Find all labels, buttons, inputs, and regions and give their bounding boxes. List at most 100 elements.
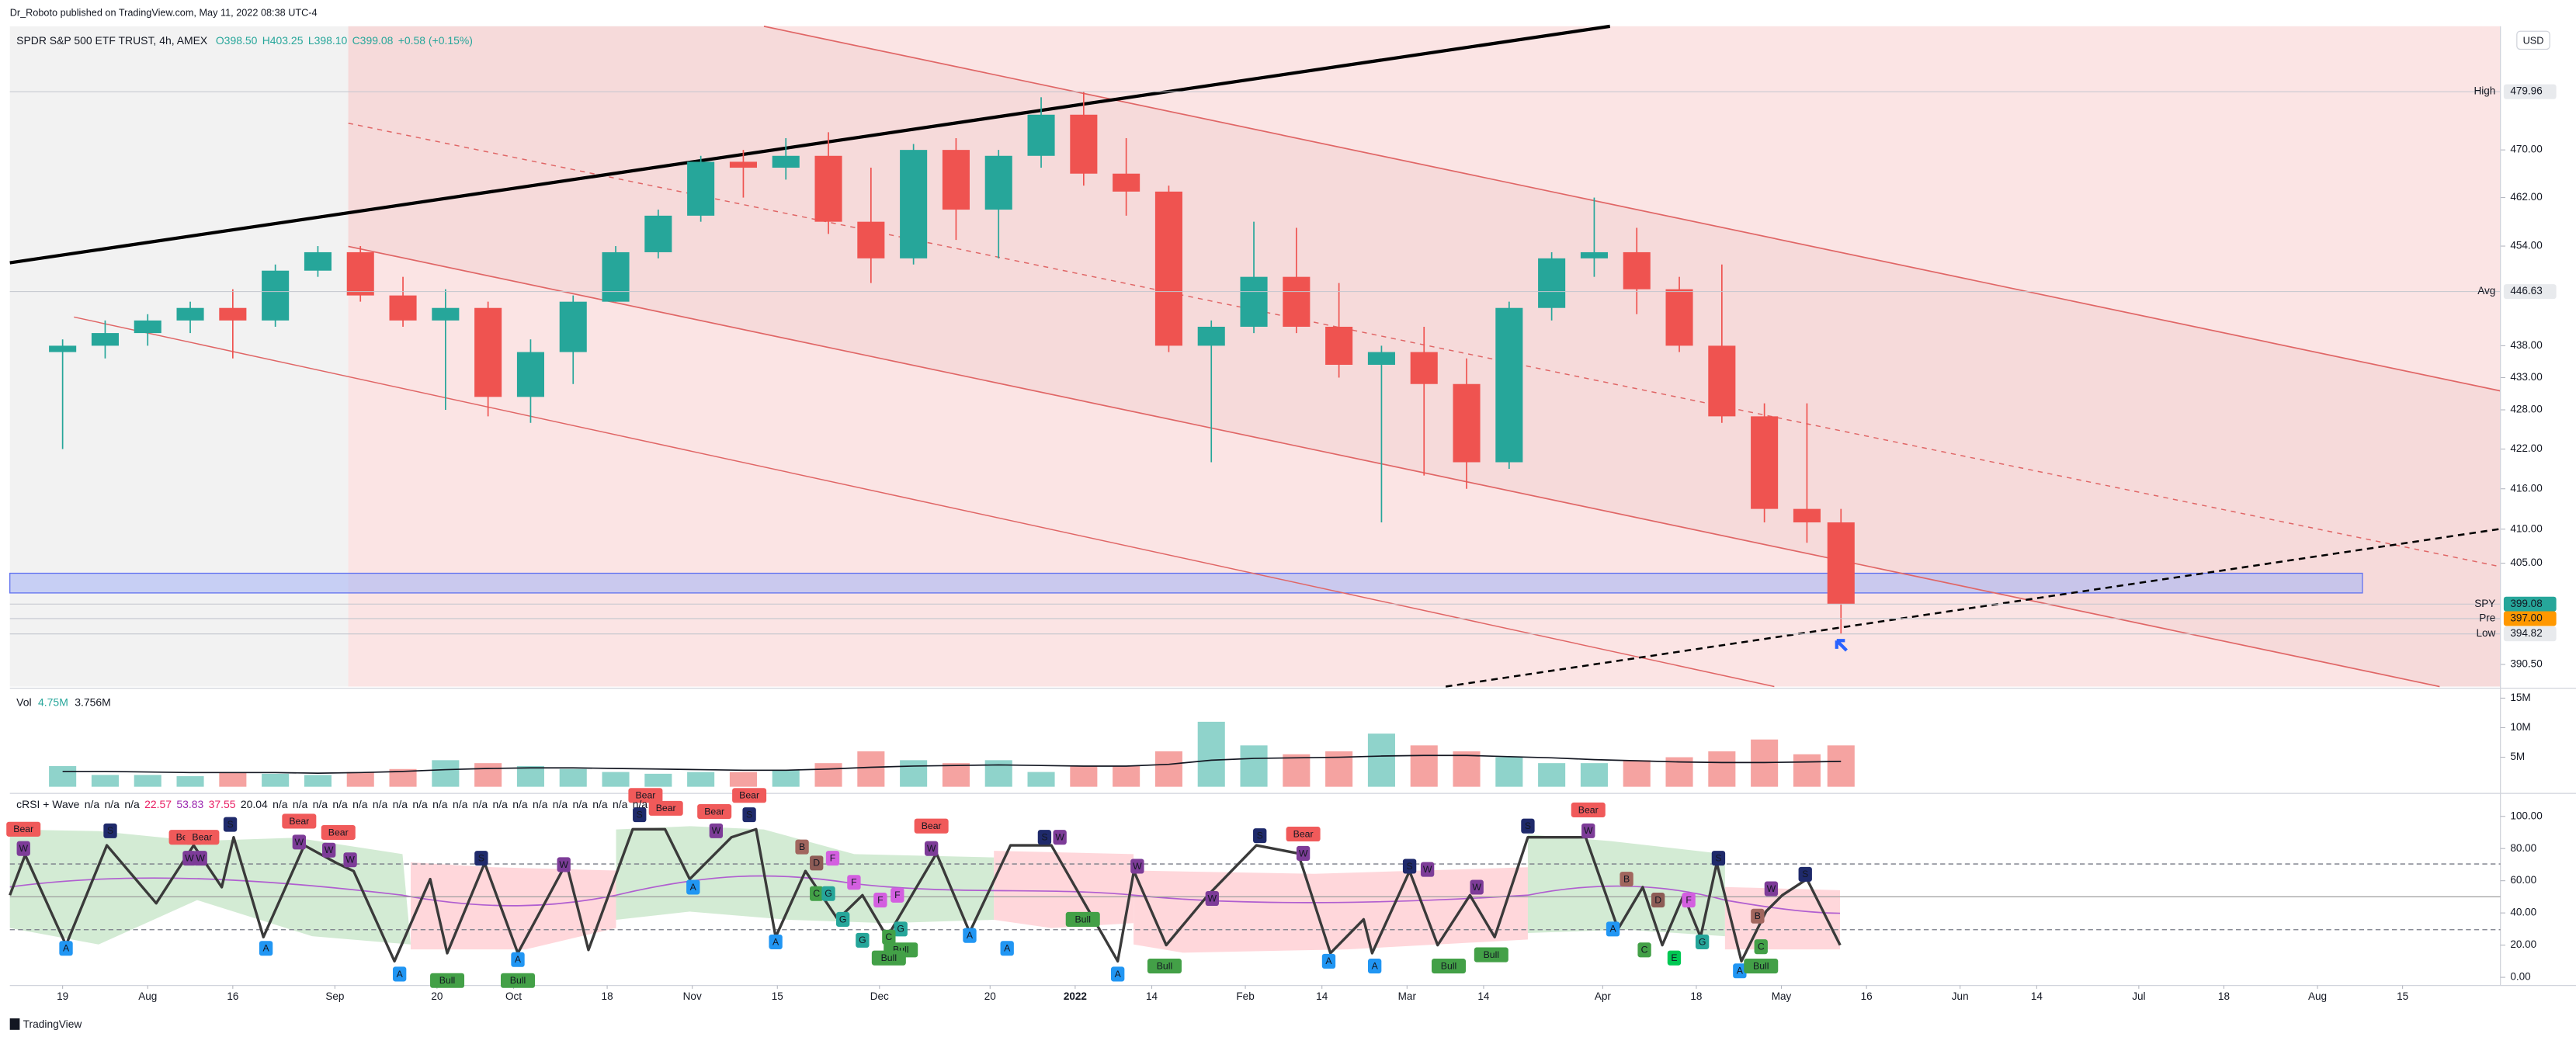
signal-label: F xyxy=(894,890,901,900)
signal-label: W xyxy=(927,843,936,854)
signal-box xyxy=(1037,830,1052,845)
x-tick-label: Jul xyxy=(2132,990,2145,1002)
signal-label: Bear xyxy=(13,824,33,834)
crsi-band-bull xyxy=(9,829,411,945)
volume-bar xyxy=(1623,760,1651,787)
signal-label: S xyxy=(227,819,233,830)
x-tick-label: Apr xyxy=(1595,990,1612,1002)
signal-label: G xyxy=(897,924,904,935)
volume-bar xyxy=(1410,745,1438,787)
signal-box xyxy=(1321,953,1336,969)
signal-label: A xyxy=(1609,924,1616,935)
price-label-name: SPY xyxy=(2474,598,2495,609)
signal-box xyxy=(732,788,767,803)
signal-label: G xyxy=(1699,936,1706,947)
signal-label: A xyxy=(397,969,404,980)
signal-label: W xyxy=(19,843,28,854)
price-label-box xyxy=(2503,84,2557,99)
crsi-legend-value: n/a xyxy=(613,798,628,810)
signal-label: F xyxy=(877,894,884,905)
signal-label: Bear xyxy=(328,827,349,838)
signal-label: A xyxy=(1372,960,1379,971)
currency-box[interactable] xyxy=(2516,30,2550,50)
signal-box xyxy=(1733,963,1747,979)
signal-box xyxy=(742,807,756,823)
signal-label: Bull xyxy=(510,975,526,986)
symbol-line: SPDR S&P 500 ETF TRUST, 4h, AMEX O398.50 H… xyxy=(16,34,473,47)
signal-label: S xyxy=(107,825,113,836)
x-tick-label: Aug xyxy=(2308,990,2327,1002)
signal-box xyxy=(1667,950,1682,966)
signal-box xyxy=(1798,866,1812,882)
signal-label: E xyxy=(1671,952,1677,963)
signal-label: W xyxy=(559,859,568,870)
currency[interactable]: USD xyxy=(2523,35,2544,46)
x-tick-label: 20 xyxy=(431,990,443,1002)
signal-box xyxy=(835,911,850,927)
crsi-legend-value: 53.83 xyxy=(176,798,203,810)
signal-box xyxy=(628,788,663,803)
volume-name: Vol xyxy=(16,695,31,708)
logo-mark xyxy=(9,1018,20,1030)
volume-bar xyxy=(729,772,757,787)
volume-bar xyxy=(516,765,544,787)
signal-label: A xyxy=(1115,969,1122,980)
signal-label: Bull xyxy=(881,952,897,963)
crsi-legend-value: n/a xyxy=(124,798,140,810)
signal-label: A xyxy=(1325,956,1332,966)
volume-bar xyxy=(432,760,460,787)
signal-label: C xyxy=(885,931,892,942)
candle-body xyxy=(729,161,757,168)
x-tick-label: 14 xyxy=(2031,990,2043,1002)
y-tick-label: 5M xyxy=(2510,751,2525,762)
y-tick-label: 462.00 xyxy=(2510,191,2542,203)
candle-body xyxy=(346,251,374,296)
signal-label: S xyxy=(1525,820,1531,831)
candle-body xyxy=(602,251,630,302)
y-tick-label: 405.00 xyxy=(2510,557,2542,568)
volume-bar xyxy=(559,768,587,787)
signal-label: G xyxy=(859,935,866,945)
signal-box xyxy=(322,842,336,858)
crsi-name: cRSI + Wave xyxy=(16,798,80,810)
candle-body xyxy=(1827,522,1855,605)
signal-label: A xyxy=(63,943,70,954)
signal-label: Bear xyxy=(1293,828,1314,839)
x-tick-label: 15 xyxy=(772,990,783,1002)
signal-label: A xyxy=(1004,943,1011,954)
volume-bar xyxy=(900,760,928,787)
signal-label: D xyxy=(813,858,820,869)
price-label-name: High xyxy=(2474,85,2495,97)
volume-value: 4.75M xyxy=(38,695,68,708)
volume-bar xyxy=(1154,751,1182,787)
price-label-value: 446.63 xyxy=(2510,285,2542,297)
price-label-box xyxy=(2503,284,2557,300)
volume-bar xyxy=(1197,721,1225,787)
signal-box xyxy=(1581,823,1595,838)
signal-box xyxy=(193,851,207,866)
signal-box xyxy=(894,921,908,937)
signal-box xyxy=(1470,879,1484,895)
trend-line-dashed xyxy=(1445,528,2501,688)
candle-body xyxy=(857,221,885,258)
signal-box xyxy=(1606,921,1620,937)
signal-label: S xyxy=(1802,869,1808,879)
crsi-band-bear xyxy=(1134,867,1528,953)
signal-label: W xyxy=(1299,848,1308,858)
volume-bar xyxy=(389,768,417,787)
signal-label: W xyxy=(1208,893,1217,904)
crsi-legend-value: n/a xyxy=(553,798,568,810)
candle-body xyxy=(1623,251,1651,290)
x-tick-label: Jun xyxy=(1952,990,1969,1002)
price-label-box xyxy=(2503,611,2557,626)
candle-body xyxy=(219,307,247,321)
channel-upper xyxy=(763,26,2501,392)
signal-box xyxy=(686,879,700,895)
signal-box xyxy=(16,841,30,856)
price-label-value: 397.00 xyxy=(2510,612,2542,624)
signal-box xyxy=(1682,893,1696,908)
signal-label: W xyxy=(1584,825,1593,836)
x-tick-label: 20 xyxy=(984,990,996,1002)
crsi-legend-value: n/a xyxy=(492,798,508,810)
